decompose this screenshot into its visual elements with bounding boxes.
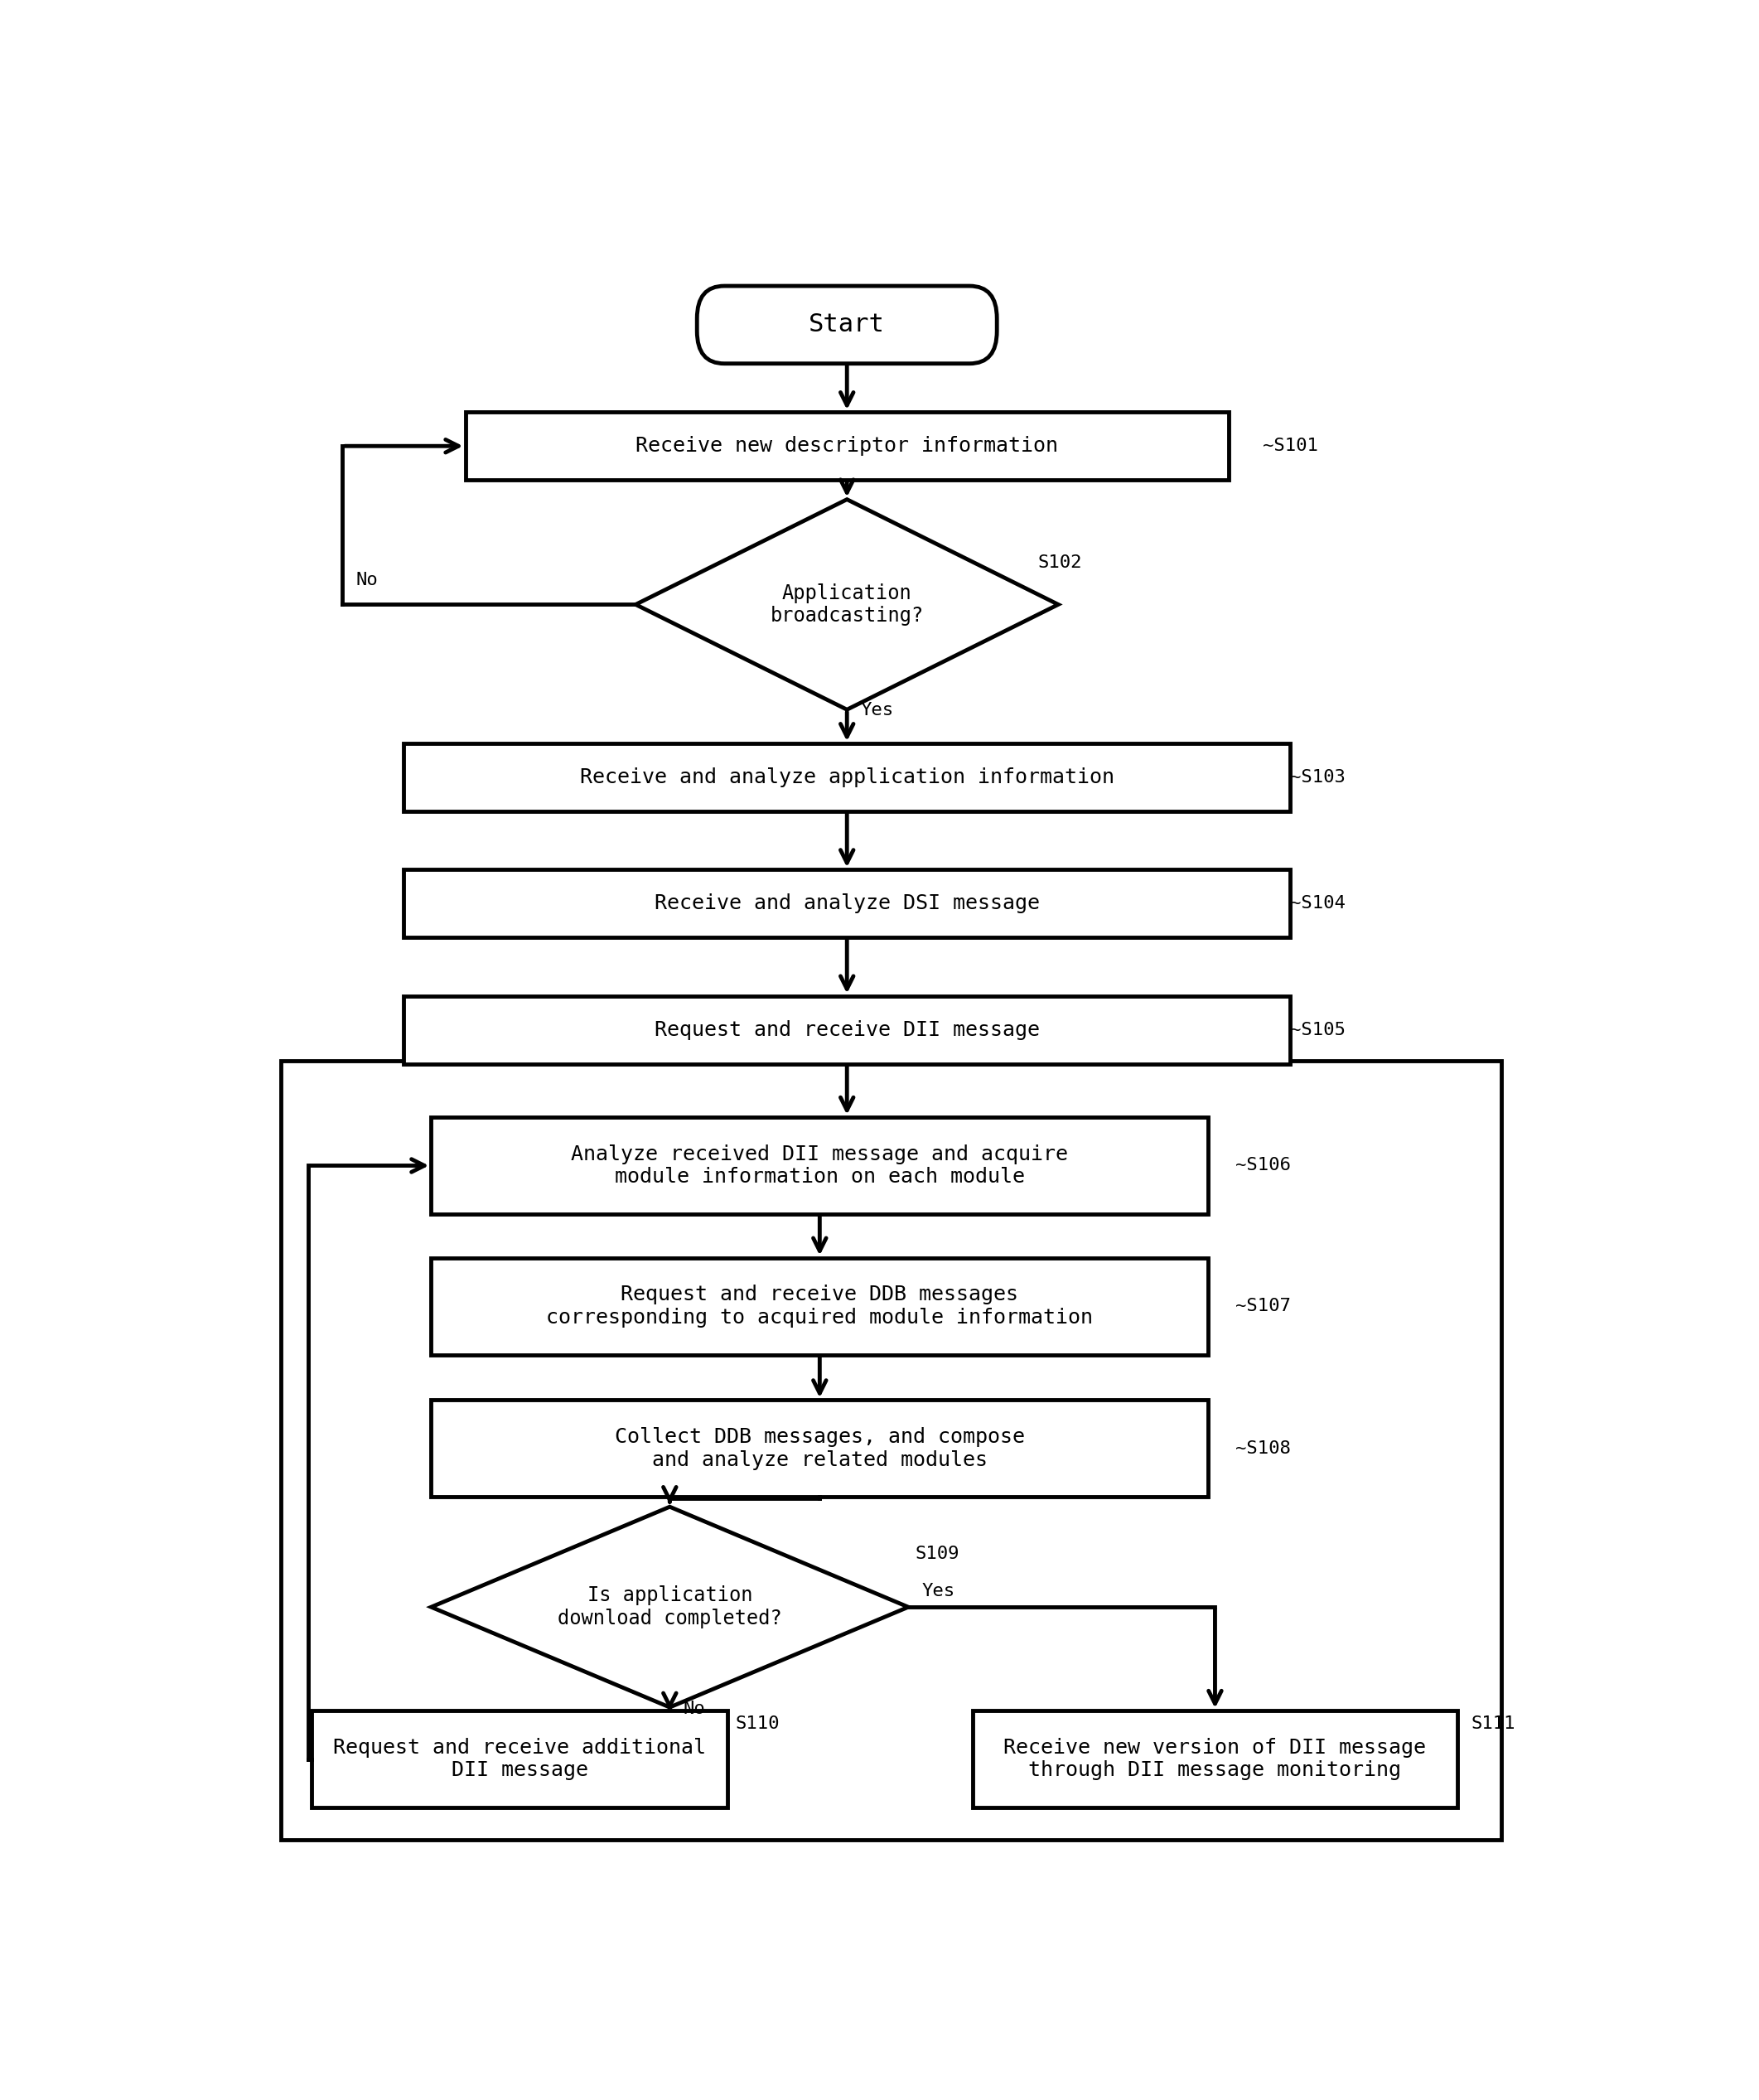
Text: Yes: Yes xyxy=(860,701,894,718)
Text: Request and receive DDB messages
corresponding to acquired module information: Request and receive DDB messages corresp… xyxy=(547,1285,1092,1327)
Bar xyxy=(405,743,1289,811)
Bar xyxy=(431,1401,1208,1497)
Text: ~S105: ~S105 xyxy=(1289,1021,1346,1037)
Bar xyxy=(431,1258,1208,1354)
Text: Collect DDB messages, and compose
and analyze related modules: Collect DDB messages, and compose and an… xyxy=(614,1428,1025,1470)
Bar xyxy=(281,1060,1502,1840)
Text: Is application
download completed?: Is application download completed? xyxy=(558,1586,783,1628)
Text: Yes: Yes xyxy=(922,1583,955,1600)
Bar xyxy=(311,1712,728,1808)
Text: Receive and analyze DSI message: Receive and analyze DSI message xyxy=(654,895,1040,914)
Text: S110: S110 xyxy=(735,1716,779,1732)
Text: Request and receive additional
DII message: Request and receive additional DII messa… xyxy=(334,1737,705,1781)
Text: ~S103: ~S103 xyxy=(1289,769,1346,785)
Polygon shape xyxy=(635,500,1059,710)
Text: Request and receive DII message: Request and receive DII message xyxy=(654,1021,1040,1040)
Bar xyxy=(431,1117,1208,1214)
Text: Start: Start xyxy=(809,313,885,336)
Text: Receive new version of DII message
through DII message monitoring: Receive new version of DII message throu… xyxy=(1004,1737,1427,1781)
Text: ~S106: ~S106 xyxy=(1235,1157,1291,1174)
Text: ~S108: ~S108 xyxy=(1235,1441,1291,1457)
Text: Application
broadcasting?: Application broadcasting? xyxy=(770,584,923,626)
Bar xyxy=(464,412,1228,481)
Text: Receive and analyze application information: Receive and analyze application informat… xyxy=(580,769,1113,788)
Text: ~S104: ~S104 xyxy=(1289,895,1346,911)
Text: ~S107: ~S107 xyxy=(1235,1298,1291,1315)
Bar xyxy=(973,1712,1456,1808)
FancyBboxPatch shape xyxy=(697,286,997,363)
Text: No: No xyxy=(355,571,378,588)
Text: S111: S111 xyxy=(1471,1716,1516,1732)
Text: Analyze received DII message and acquire
module information on each module: Analyze received DII message and acquire… xyxy=(572,1145,1068,1186)
Text: Receive new descriptor information: Receive new descriptor information xyxy=(635,437,1059,456)
Text: No: No xyxy=(684,1701,705,1718)
Text: S102: S102 xyxy=(1038,554,1082,571)
Text: ~S101: ~S101 xyxy=(1263,437,1317,454)
Bar xyxy=(405,995,1289,1065)
Bar xyxy=(405,869,1289,937)
Text: S109: S109 xyxy=(915,1546,959,1562)
Polygon shape xyxy=(431,1508,908,1707)
